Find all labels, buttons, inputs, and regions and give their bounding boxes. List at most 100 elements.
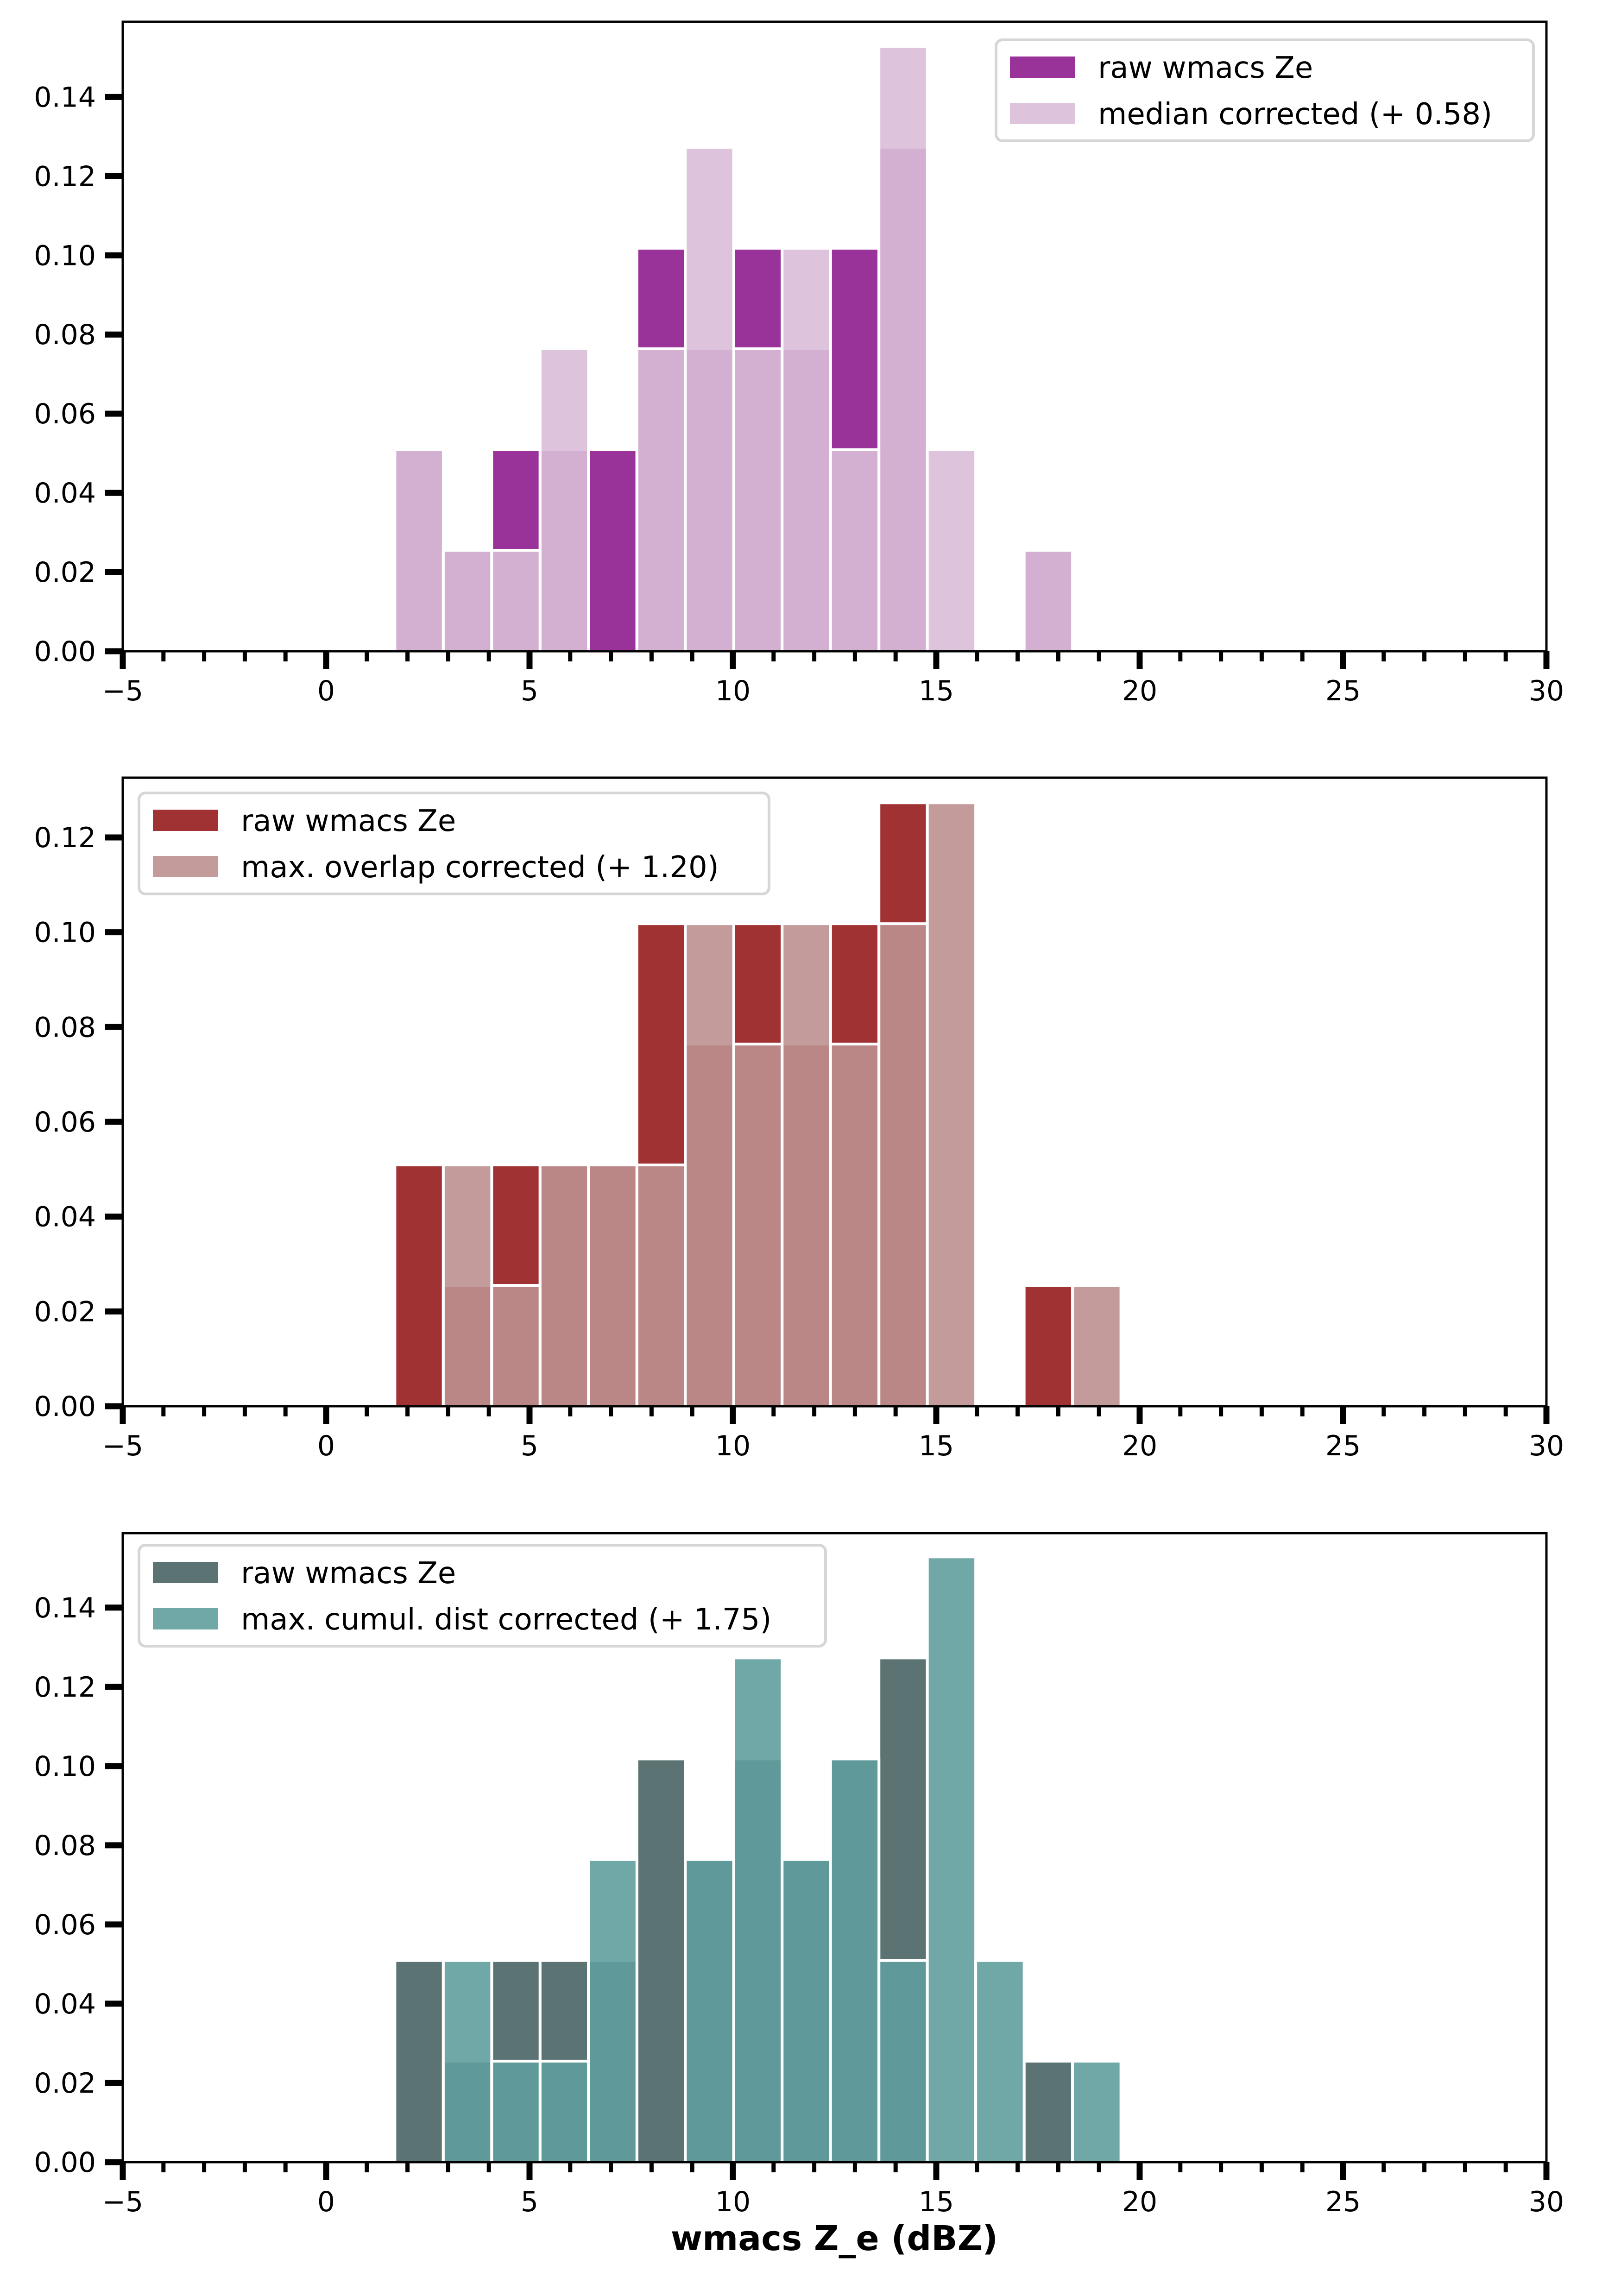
legend-label: raw wmacs Ze <box>241 1556 456 1591</box>
legend-label: max. cumul. dist corrected (+ 1.75) <box>241 1603 771 1637</box>
x-tick-label: 5 <box>521 1430 538 1462</box>
histogram-bar <box>490 549 542 653</box>
x-tick-label: 10 <box>715 2186 751 2218</box>
histogram-bar <box>1071 1284 1123 1408</box>
x-tick-label: 10 <box>715 1430 751 1462</box>
x-tick-label: 20 <box>1122 675 1157 707</box>
legend-label: max. overlap corrected (+ 1.20) <box>241 850 719 885</box>
y-tick-label: 0.04 <box>34 477 96 510</box>
legend-swatch <box>153 1608 218 1629</box>
y-tick-label: 0.06 <box>34 1909 96 1941</box>
histogram-bar <box>538 2059 590 2164</box>
y-tick-label: 0.14 <box>34 1592 96 1624</box>
panel-median-corrected: −5 0 5 10 15 20 25 30 0.00 0.02 0.04 0.06 0.08 0.10 0.… <box>34 20 1564 707</box>
x-tick-label: 30 <box>1529 2186 1564 2218</box>
y-tick-label: 0.02 <box>34 1296 96 1328</box>
y-tick-label: 0.10 <box>34 917 96 949</box>
y-tick-label: 0.08 <box>34 1830 96 1862</box>
histogram-bar <box>684 922 735 1408</box>
panel-max-overlap-corrected: −5 0 5 10 15 20 25 30 0.00 0.02 0.04 0.06 0.08 0.10 0.… <box>34 776 1564 1462</box>
histogram-bar <box>877 1959 929 2164</box>
histogram-bar <box>587 1164 638 1408</box>
histogram-bar <box>781 922 832 1408</box>
y-tick-label: 0.12 <box>34 160 96 193</box>
x-tick-label: 20 <box>1122 2186 1157 2218</box>
histogram-bar <box>538 347 590 653</box>
panel-max-cumul-dist-corrected: −5 0 5 10 15 20 25 30 0.00 0.02 0.04 0.06 0.08 0.10 0.… <box>34 1532 1564 2218</box>
histogram-bar <box>393 1959 445 2164</box>
y-tick-label: 0.00 <box>34 635 96 668</box>
y-tick-label: 0.12 <box>34 822 96 854</box>
x-tick-label: 15 <box>919 1430 954 1462</box>
y-tick-label: 0.06 <box>34 1106 96 1139</box>
histogram-bar <box>635 1757 687 2164</box>
series-corrected <box>441 1555 1123 2164</box>
histogram-bar <box>587 448 638 653</box>
legend: raw wmacs Ze max. overlap corrected (+ 1.… <box>138 792 770 895</box>
y-tick-label: 0.10 <box>34 239 96 272</box>
histogram-bar <box>974 1959 1026 2164</box>
axes-frame <box>121 776 1548 1408</box>
x-axis-label: wmacs Z_e (dBZ) <box>671 2219 998 2258</box>
x-tick-label: 5 <box>521 675 538 707</box>
histogram-bar <box>1022 549 1074 653</box>
x-tick-label: 25 <box>1325 2186 1361 2218</box>
histogram-bar <box>829 1043 881 1408</box>
histogram-bar <box>490 1284 542 1408</box>
histogram-bar <box>926 448 978 653</box>
histogram-bar <box>781 246 832 653</box>
histogram-bar <box>877 44 929 653</box>
y-tick-label: 0.04 <box>34 1988 96 2020</box>
y-tick-label: 0.02 <box>34 2067 96 2100</box>
x-tick-label: 25 <box>1325 675 1361 707</box>
legend-swatch <box>153 1562 218 1583</box>
histogram-bar <box>926 1555 978 2164</box>
x-tick-label: 15 <box>919 675 954 707</box>
histogram-bar <box>684 1858 735 2164</box>
legend-swatch <box>1010 57 1075 78</box>
y-tick-label: 0.02 <box>34 556 96 589</box>
histogram-bar <box>877 922 929 1408</box>
histogram-bar <box>393 448 445 653</box>
x-tick-label: −5 <box>102 675 143 707</box>
histogram-bar <box>393 1164 445 1408</box>
histogram-bar <box>926 801 978 1408</box>
histogram-bar <box>829 1757 881 2164</box>
legend-swatch <box>153 856 218 877</box>
legend-box <box>138 1544 827 1648</box>
y-tick-label: 0.12 <box>34 1671 96 1704</box>
histogram-bar <box>1022 2059 1074 2164</box>
y-tick-label: 0.08 <box>34 1011 96 1044</box>
legend-swatch <box>1010 103 1075 124</box>
x-tick-label: 30 <box>1529 675 1564 707</box>
legend-box <box>138 792 770 895</box>
series-corrected <box>393 44 1074 653</box>
histogram-bar <box>829 448 881 653</box>
histogram-bar <box>587 1858 638 2164</box>
histogram-bar <box>732 1656 784 2164</box>
histogram-bar <box>1071 2059 1123 2164</box>
histogram-bar <box>490 2059 542 2164</box>
x-tick-label: −5 <box>102 2186 143 2218</box>
legend: raw wmacs Ze max. cumul. dist corrected (… <box>138 1544 827 1648</box>
legend-label: raw wmacs Ze <box>241 804 456 838</box>
legend: raw wmacs Ze median corrected (+ 0.58) <box>995 38 1535 142</box>
x-tick-label: 20 <box>1122 1430 1157 1462</box>
histogram-bar <box>732 347 784 653</box>
legend-label: raw wmacs Ze <box>1098 51 1313 85</box>
x-tick-label: 0 <box>317 675 335 707</box>
y-tick-label: 0.00 <box>34 1390 96 1423</box>
histogram-bar <box>538 1164 590 1408</box>
histogram-bar <box>684 145 735 653</box>
y-tick-label: 0.08 <box>34 319 96 351</box>
y-tick-label: 0.04 <box>34 1201 96 1233</box>
x-tick-label: 10 <box>715 675 751 707</box>
x-tick-label: −5 <box>102 1430 143 1462</box>
histogram-bar <box>635 1164 687 1408</box>
y-tick-label: 0.14 <box>34 81 96 113</box>
x-tick-label: 0 <box>317 1430 335 1462</box>
histogram-bar <box>1022 1284 1074 1408</box>
histogram-bar <box>732 1043 784 1408</box>
y-tick-label: 0.10 <box>34 1750 96 1783</box>
